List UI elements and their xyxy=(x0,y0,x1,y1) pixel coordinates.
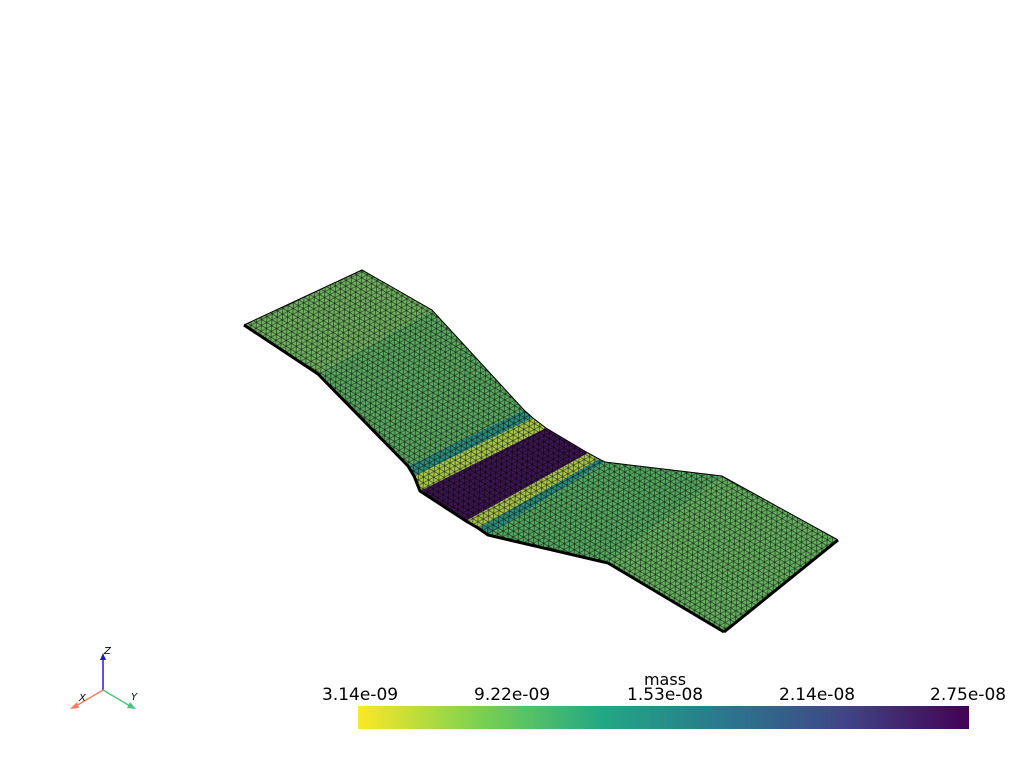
mesh-band-grid xyxy=(408,410,533,476)
mesh-right-edge xyxy=(723,538,839,634)
mesh-front-edge xyxy=(243,323,725,634)
mesh-back-edge xyxy=(243,269,839,541)
z-axis-label: Z xyxy=(104,646,111,657)
mesh-band-grid xyxy=(466,453,599,528)
mesh-band-grid xyxy=(488,462,722,563)
mesh-band-grid xyxy=(414,418,546,491)
mesh-band-grid xyxy=(420,428,588,521)
x-axis-line xyxy=(75,689,104,707)
x-arrow-icon xyxy=(70,702,79,709)
orientation-axes-widget: Z X Y xyxy=(60,640,150,720)
mesh-band-grid xyxy=(244,270,432,374)
y-axis-line xyxy=(102,689,131,707)
y-arrow-icon xyxy=(127,702,136,709)
axes-triad-icon xyxy=(70,653,136,709)
x-axis-label: X xyxy=(79,693,86,704)
mesh-band-grid xyxy=(608,476,838,632)
z-arrow-icon xyxy=(100,653,106,660)
mesh-band-grid xyxy=(478,459,605,535)
y-axis-label: Y xyxy=(131,692,138,703)
mesh-band-grid xyxy=(318,310,524,466)
